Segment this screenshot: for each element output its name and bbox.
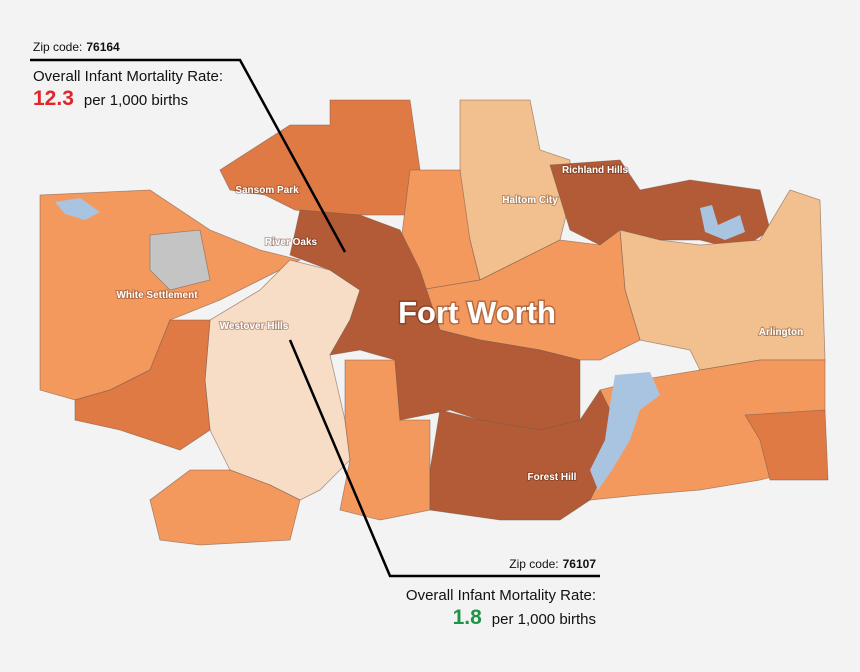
region [74, 319, 211, 451]
place-label: White Settlement [116, 290, 198, 301]
rate-line: 12.3 per 1,000 births [33, 87, 188, 110]
rate-unit: per 1,000 births [492, 611, 596, 628]
region [149, 469, 301, 546]
region [219, 99, 421, 216]
lake [55, 198, 100, 220]
callout-top: Zip code: 76164 Overall Infant Mortality … [33, 40, 223, 110]
place-label: Sansom Park [235, 185, 299, 196]
rate-value: 12.3 [33, 87, 74, 110]
place-label: Forest Hill [528, 472, 577, 483]
zip-line: Zip code: 76107 [509, 557, 596, 571]
leader-line [30, 58, 347, 253]
lake [590, 372, 660, 490]
zip-code: 76107 [563, 557, 597, 571]
callout-bottom: Zip code: 76107 Overall Infant Mortality … [406, 557, 596, 629]
place-label: River Oaks [265, 237, 318, 248]
place-label: Westover Hills [220, 321, 289, 332]
city-title: Fort Worth [398, 295, 556, 330]
region [39, 189, 302, 401]
place-label: Arlington [759, 327, 803, 338]
place-labels: Sansom Park River Oaks White Settlement … [115, 164, 804, 484]
zip-label: Zip code: [509, 557, 558, 571]
lake [700, 205, 745, 240]
zip-line: Zip code: 76164 [33, 40, 120, 54]
place-label: Richland Hills [562, 165, 629, 176]
rate-label: Overall Infant Mortality Rate: [33, 68, 223, 85]
place-label: Haltom City [502, 195, 558, 206]
map [39, 99, 829, 546]
zip-label: Zip code: [33, 40, 82, 54]
rate-value: 1.8 [453, 606, 483, 629]
leader-line [288, 339, 600, 578]
zip-code: 76164 [86, 40, 120, 54]
rate-line: 1.8 per 1,000 births [453, 606, 596, 629]
region [744, 409, 829, 481]
rate-label: Overall Infant Mortality Rate: [406, 587, 596, 604]
region [149, 229, 211, 291]
rate-unit: per 1,000 births [84, 92, 188, 109]
